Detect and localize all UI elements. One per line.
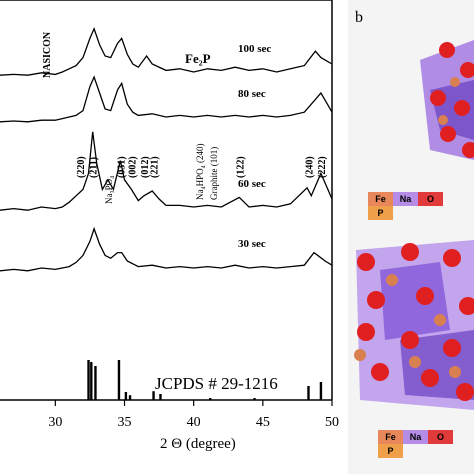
x-tick-label: 50 (325, 415, 339, 430)
x-axis-label: 2 Θ (degree) (160, 436, 236, 452)
hkl-label: (240) (304, 156, 315, 178)
legend-swatch-fe: Fe (368, 192, 393, 206)
x-tick-label: 45 (256, 415, 270, 430)
legend-swatch-p: P (368, 206, 393, 220)
series-label: 60 sec (238, 178, 266, 190)
hkl-label: (221) (150, 156, 161, 178)
hkl-label: (031) (116, 156, 127, 178)
hkl-labels: (220) (211) (031) (002) (012)(221) (122) (240)… (76, 156, 328, 178)
na4hpo4-label: Na₄HPO₄ (240) (195, 143, 205, 200)
series-line (0, 75, 333, 123)
legend-swatch-na: Na (403, 430, 428, 444)
reference-label: JCPDS # 29-1216 (155, 374, 278, 393)
legend-swatch-p: P (378, 444, 403, 458)
series-label: 80 sec (238, 88, 266, 100)
legend-swatch-fe: Fe (378, 430, 403, 444)
series-label: 30 sec (238, 238, 266, 250)
series-line (0, 131, 333, 211)
series-label: 100 sec (238, 43, 271, 55)
series-layer: 100 sec 80 sec 60 sec 30 sec (0, 27, 333, 272)
element-legend-bottom: Fe Na O P (378, 430, 454, 458)
x-axis-ticks: 30 35 40 45 50 (48, 400, 339, 430)
series-line (0, 27, 333, 76)
reference-pattern (87, 360, 323, 400)
hkl-label: (012) (140, 156, 151, 178)
hkl-label: (211) (89, 157, 100, 178)
series-line (0, 226, 333, 272)
nasicon-label: NASICON (42, 31, 53, 78)
panel-b-letter: b (355, 9, 363, 26)
x-tick-label: 30 (48, 415, 62, 430)
crystal-structure-top-image (420, 40, 474, 160)
x-tick-label: 40 (187, 415, 201, 430)
fe2p-label: Fe₂P (185, 51, 211, 66)
hkl-label: (220) (76, 156, 87, 178)
crystal-structure-bottom-image (354, 240, 474, 410)
hkl-label: (222) (317, 156, 328, 178)
hkl-label: (002) (127, 156, 138, 178)
hkl-label: (122) (235, 156, 246, 178)
legend-swatch-na: Na (393, 192, 418, 206)
x-tick-label: 35 (118, 415, 132, 430)
element-legend-top: Fe Na O P (368, 192, 444, 220)
graphite-label: Graphite (101) (209, 147, 219, 200)
na3po4-label: Na₃PO₄ (104, 176, 114, 204)
legend-swatch-o: O (428, 430, 453, 444)
legend-swatch-o: O (418, 192, 443, 206)
